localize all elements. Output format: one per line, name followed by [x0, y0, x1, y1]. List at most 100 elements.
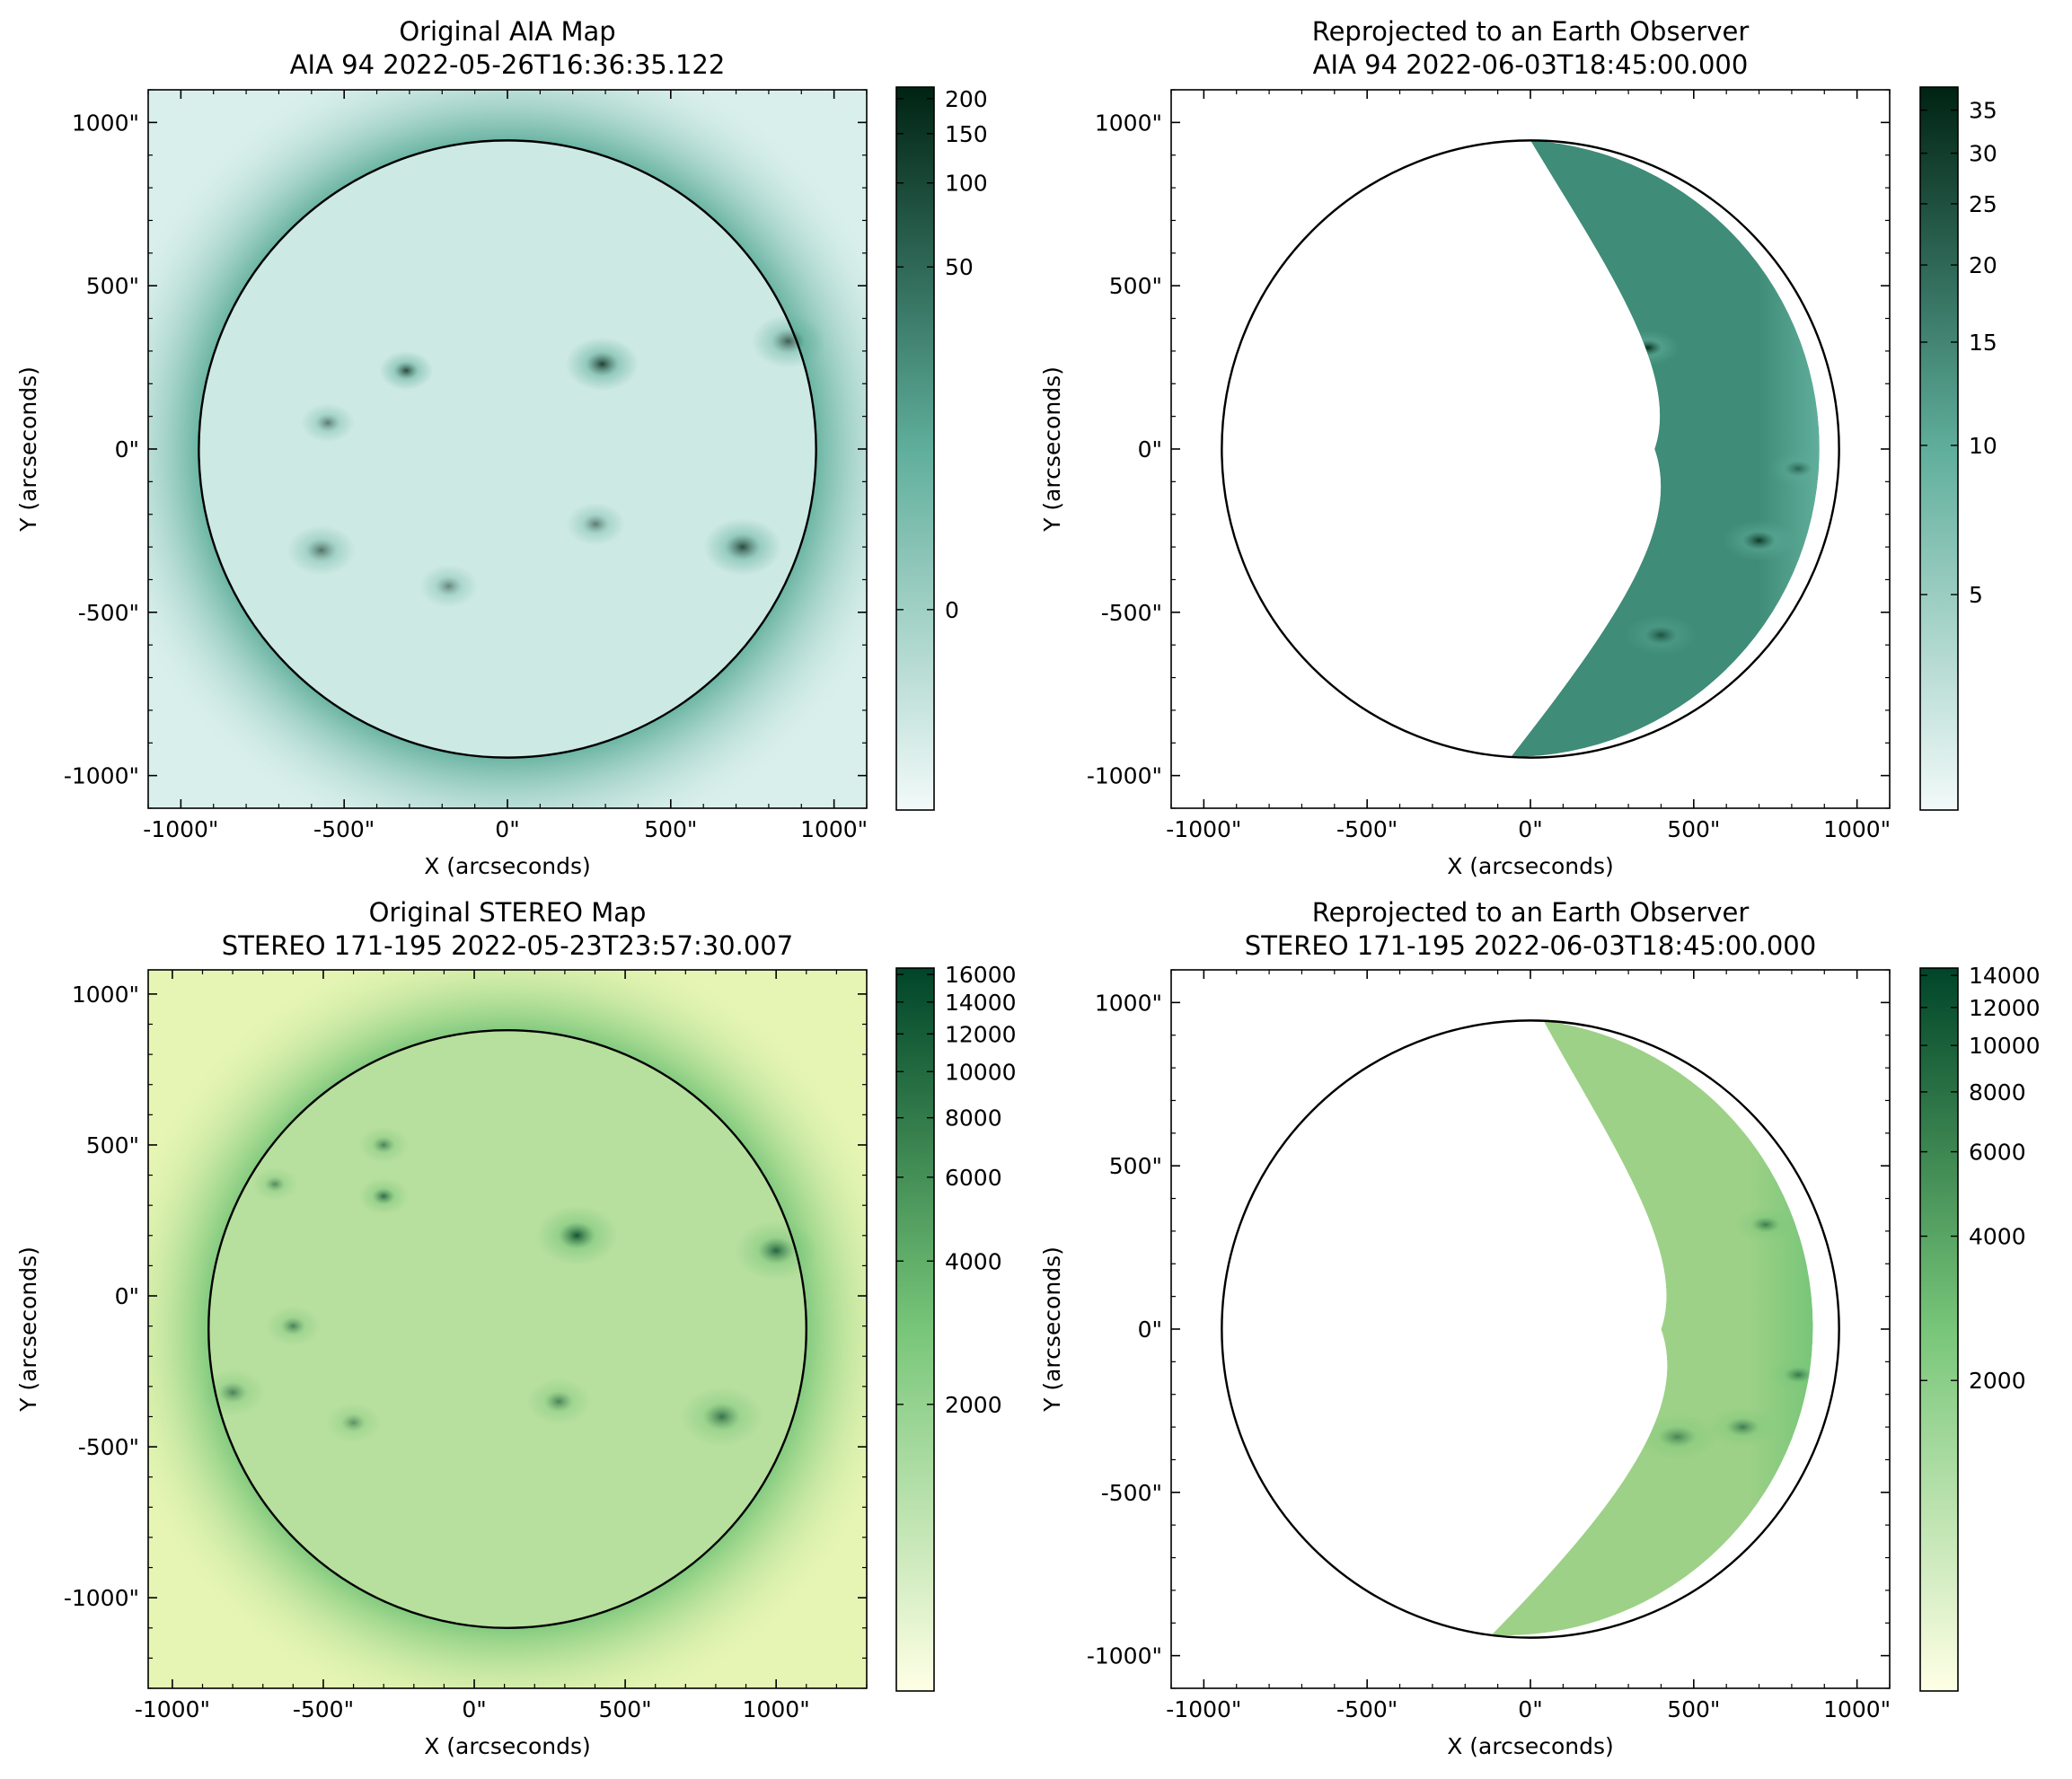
- colorbar-bar: [895, 967, 935, 1692]
- active-region: [301, 402, 355, 443]
- x-tick-label: 1000": [1823, 816, 1891, 842]
- axis-ticks: -1000" -500" 0" 500" 1000" -1000" -500" 0" 500" 1…: [64, 89, 868, 842]
- colorbar-tick-label: 16000: [945, 962, 1017, 988]
- y-tick-label: -1000": [64, 1585, 139, 1611]
- active-region: [200, 1369, 265, 1416]
- colorbar-tick-label: 14000: [1969, 963, 2041, 989]
- colorbar-tick-label: 5: [1969, 582, 1983, 608]
- y-tick-label: 500": [86, 273, 139, 299]
- active-region: [266, 1306, 321, 1346]
- y-tick-label: 0": [115, 436, 139, 462]
- colorbar: 5 10 15 20 25 30 35: [1919, 86, 1997, 811]
- x-tick-label: -1000": [135, 1696, 210, 1722]
- x-tick-label: -1000": [1166, 1696, 1241, 1722]
- y-tick-label: 0": [1138, 436, 1162, 462]
- colorbar-tick-label: 12000: [945, 1021, 1017, 1047]
- panel-title-line1: Reprojected to an Earth Observer: [1312, 897, 1750, 928]
- colorbar-tick-label: 14000: [945, 990, 1017, 1016]
- active-region: [681, 1387, 763, 1447]
- axis-ticks: -1000" -500" 0" 500" 1000" -1000" -500" 0" 500" 1…: [64, 970, 868, 1722]
- y-tick-label: -500": [1101, 1480, 1162, 1506]
- active-region: [358, 1126, 409, 1164]
- active-region: [735, 1220, 817, 1281]
- solar-disk: [208, 1030, 807, 1628]
- colorbar-bar: [1919, 86, 1959, 811]
- colorbar-tick-label: 8000: [1969, 1079, 2026, 1105]
- panel-title-line2: AIA 94 2022-06-03T18:45:00.000: [1313, 49, 1749, 80]
- colorbar-tick-label: 2000: [945, 1392, 1002, 1418]
- y-tick-label: 1000": [72, 110, 139, 136]
- y-tick-label: 1000": [72, 982, 139, 1008]
- x-axis-label: X (arcseconds): [1447, 1733, 1614, 1759]
- y-axis-label: Y (arcseconds): [15, 1246, 41, 1413]
- x-tick-label: -1000": [1166, 816, 1241, 842]
- active-region: [1706, 1406, 1780, 1449]
- active-region: [1767, 1357, 1813, 1393]
- active-region: [526, 1378, 591, 1425]
- x-tick-label: -500": [293, 1696, 354, 1722]
- crescent-fill: [1491, 1020, 1813, 1636]
- limb-circle: [198, 139, 817, 759]
- colorbar-tick-label: 4000: [1969, 1224, 2026, 1250]
- colorbar-tick-label: 10000: [1969, 1033, 2041, 1059]
- colorbar-tick-label: 150: [945, 121, 988, 147]
- panel-title-line1: Original AIA Map: [399, 16, 615, 47]
- active-region: [535, 1205, 618, 1266]
- colorbar-bar: [1919, 967, 1959, 1692]
- y-tick-label: -1000": [1087, 763, 1162, 789]
- x-tick-label: 1000": [743, 1696, 810, 1722]
- reprojected-crescent: [1491, 1020, 1813, 1636]
- panel-title-line2: STEREO 171-195 2022-06-03T18:45:00.000: [1245, 930, 1816, 961]
- y-tick-label: 1000": [1095, 990, 1162, 1016]
- x-axis-label: X (arcseconds): [424, 853, 591, 879]
- solar-disk: [198, 140, 816, 758]
- colorbar: 2000 4000 6000 8000 10000 12000 14000: [1919, 963, 2041, 1692]
- active-region: [565, 337, 639, 392]
- colorbar-tick-label: 10000: [945, 1059, 1017, 1085]
- colorbar-tick-label: 100: [945, 171, 988, 197]
- colorbar-tick-label: 6000: [945, 1165, 1002, 1191]
- y-tick-label: -1000": [64, 763, 139, 789]
- active-region: [287, 524, 356, 576]
- active-region: [751, 314, 825, 368]
- plot-area: [148, 970, 867, 1688]
- x-tick-label: 500": [1667, 816, 1720, 842]
- x-tick-label: 0": [495, 816, 519, 842]
- y-tick-label: 500": [86, 1132, 139, 1158]
- y-tick-label: 0": [1138, 1317, 1162, 1343]
- y-tick-label: -1000": [1087, 1643, 1162, 1669]
- x-tick-label: 0": [462, 1696, 486, 1722]
- colorbar-tick-label: 4000: [945, 1248, 1002, 1274]
- colorbar-bar: [895, 86, 935, 811]
- active-region: [251, 1167, 298, 1202]
- colorbar-tick-label: 25: [1969, 191, 1997, 217]
- x-tick-label: -1000": [143, 816, 218, 842]
- y-tick-label: -500": [78, 1434, 139, 1460]
- active-region: [326, 1403, 381, 1443]
- limb-circle: [1221, 1019, 1840, 1639]
- colorbar: 0 50 100 150 200: [895, 86, 988, 811]
- x-tick-label: -500": [1336, 816, 1397, 842]
- colorbar-tick-label: 12000: [1969, 995, 2041, 1021]
- y-tick-label: 500": [1109, 273, 1162, 299]
- axes-frame: [147, 969, 868, 1689]
- y-tick-label: 1000": [1095, 110, 1162, 136]
- plot-area: [1171, 970, 1890, 1688]
- y-tick-label: -500": [1101, 600, 1162, 626]
- y-axis-label: Y (arcseconds): [15, 366, 41, 533]
- panel-title-line2: AIA 94 2022-05-26T16:36:35.122: [290, 49, 726, 80]
- y-tick-label: 500": [1109, 1153, 1162, 1179]
- x-tick-label: 500": [1667, 1696, 1720, 1722]
- y-tick-label: -500": [78, 600, 139, 626]
- colorbar-tick-label: 0: [945, 597, 959, 623]
- colorbar-tick-label: 35: [1969, 98, 1997, 124]
- colorbar-tick-label: 200: [945, 86, 988, 112]
- colorbar-tick-label: 6000: [1969, 1140, 2026, 1166]
- active-region: [379, 350, 434, 391]
- active-region: [566, 502, 625, 546]
- active-region: [1767, 451, 1820, 487]
- active-region: [1624, 614, 1698, 656]
- plot-area: [1171, 90, 1890, 808]
- limb-circle: [1221, 139, 1840, 759]
